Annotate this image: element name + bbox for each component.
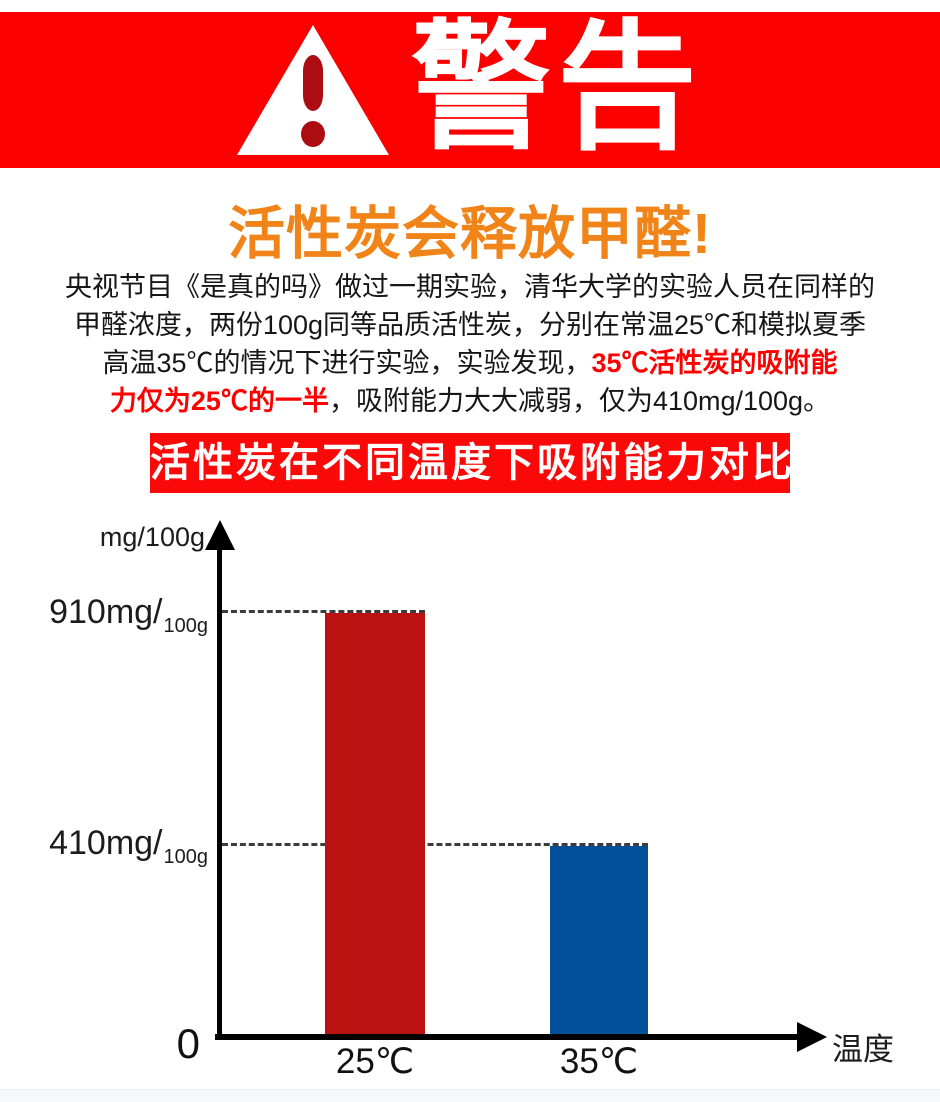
category-label-25c: 25℃: [335, 1042, 415, 1081]
x-axis-line: [215, 1034, 800, 1040]
origin-label: 0: [176, 1020, 200, 1067]
bar-35c: [550, 846, 648, 1037]
x-axis-title: 温度: [832, 1032, 894, 1067]
value-label-sub: 100g: [163, 615, 209, 637]
y-axis-unit-label: mg/100g: [99, 522, 205, 552]
highlight-text: 35℃活性炭的吸附能: [591, 348, 838, 378]
footer-strip: [0, 1089, 940, 1102]
paragraph-text: 央视节目《是真的吗》做过一期实验，清华大学的实验人员在同样的: [65, 272, 875, 302]
warning-triangle-icon: [236, 25, 389, 155]
y-axis-line: [217, 545, 222, 1037]
paragraph-line-1: 央视节目《是真的吗》做过一期实验，清华大学的实验人员在同样的: [0, 268, 940, 306]
x-axis-arrow-icon: [797, 1022, 827, 1052]
value-label-main: 410mg/: [49, 824, 163, 862]
warning-banner: 警告: [0, 12, 940, 168]
paragraph-text: ，吸附能力大大减弱，仅为410mg/100g。: [328, 386, 831, 416]
exclamation-icon: [302, 55, 323, 111]
paragraph-line-4: 力仅为25℃的一半，吸附能力大大减弱，仅为410mg/100g。: [0, 382, 940, 420]
paragraph-line-2: 甲醛浓度，两份100g同等品质活性炭，分别在常温25℃和模拟夏季: [0, 306, 940, 344]
value-label-910: 910mg/100g: [49, 593, 208, 637]
value-label-sub: 100g: [163, 846, 209, 868]
gridline-910: [222, 610, 425, 613]
chart-title-banner: 活性炭在不同温度下吸附能力对比: [150, 433, 792, 493]
paragraph-line-3: 高温35℃的情况下进行实验，实验发现，35℃活性炭的吸附能: [0, 344, 940, 382]
category-label-35c: 35℃: [559, 1042, 639, 1081]
exclamation-dot-icon: [300, 121, 325, 147]
bar-25c: [325, 613, 425, 1037]
value-label-410: 410mg/100g: [49, 824, 208, 868]
paragraph-text: 甲醛浓度，两份100g同等品质活性炭，分别在常温25℃和模拟夏季: [73, 310, 867, 340]
intro-paragraph: 央视节目《是真的吗》做过一期实验，清华大学的实验人员在同样的 甲醛浓度，两份10…: [0, 268, 940, 420]
paragraph-text: 高温35℃的情况下进行实验，实验发现，: [102, 348, 592, 378]
gridline-410: [222, 843, 648, 846]
value-label-main: 910mg/: [49, 593, 163, 631]
warning-title: 警告: [410, 12, 703, 167]
headline: 活性炭会释放甲醛!: [228, 202, 712, 266]
highlight-text: 力仅为25℃的一半: [109, 386, 329, 416]
